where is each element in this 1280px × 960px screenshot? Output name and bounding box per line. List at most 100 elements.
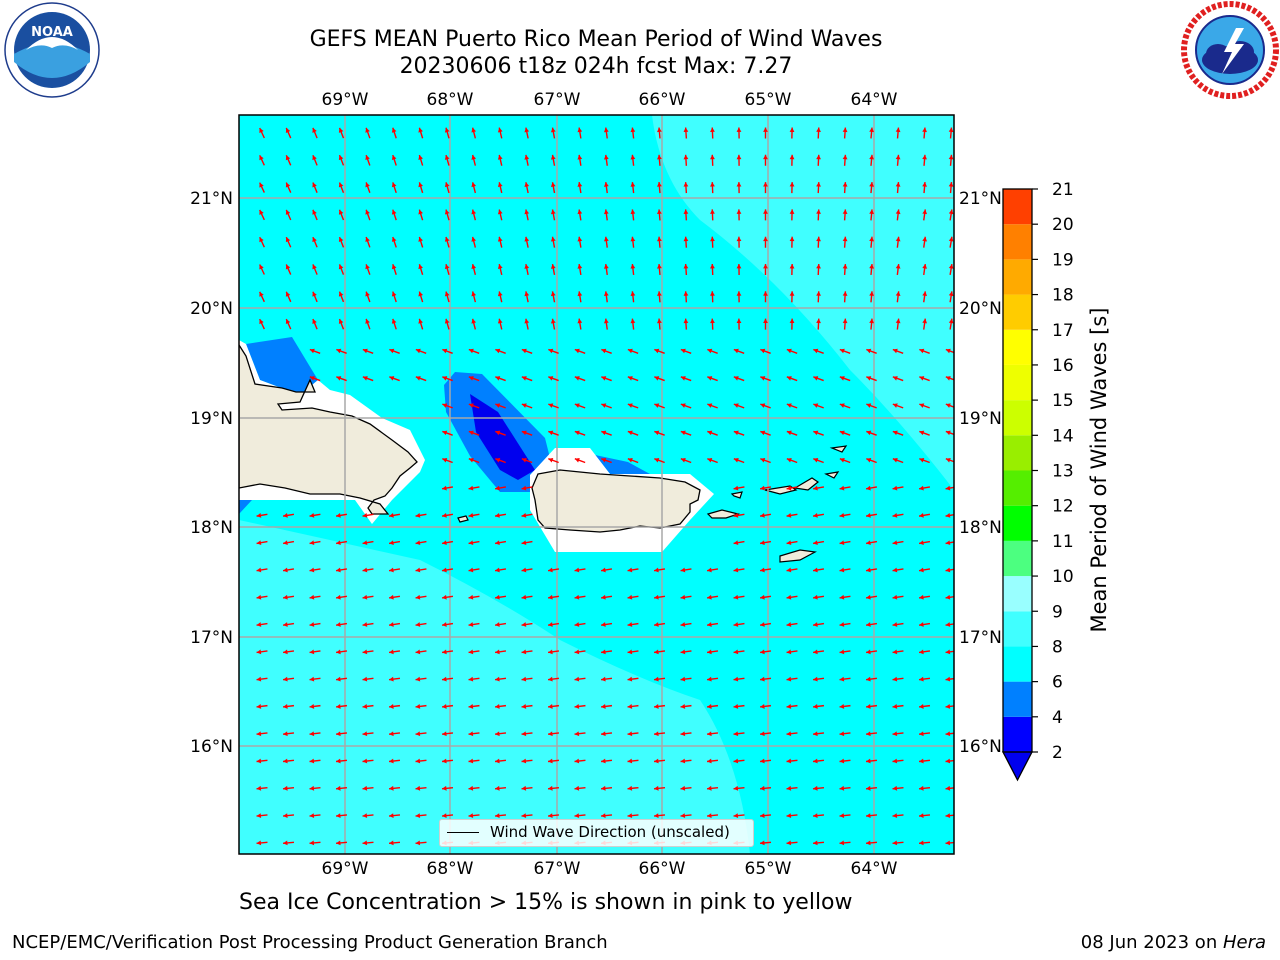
direction-arrow xyxy=(813,348,824,354)
direction-arrow xyxy=(471,209,477,221)
direction-arrow xyxy=(733,513,745,518)
direction-arrow xyxy=(468,731,480,737)
direction-arrow xyxy=(521,348,533,354)
direction-arrow xyxy=(335,513,348,518)
direction-arrow xyxy=(574,594,586,600)
direction-arrow xyxy=(842,318,848,330)
ocean-period-6-8-sw xyxy=(239,520,750,854)
colorbar-segment xyxy=(1003,189,1032,225)
direction-arrow xyxy=(256,813,268,818)
direction-arrow xyxy=(285,236,292,248)
direction-arrow xyxy=(865,704,878,709)
direction-arrow xyxy=(256,594,268,600)
direction-arrow xyxy=(945,513,954,518)
direction-arrow xyxy=(256,758,268,764)
direction-arrow xyxy=(839,457,851,464)
direction-arrow xyxy=(892,758,904,764)
direction-arrow xyxy=(388,785,401,791)
direction-arrow xyxy=(415,785,427,791)
direction-arrow xyxy=(922,154,927,166)
direction-arrow xyxy=(653,622,666,627)
direction-arrow xyxy=(441,594,454,600)
direction-arrow xyxy=(362,348,374,354)
direction-arrow xyxy=(418,209,424,221)
direction-arrow xyxy=(816,209,821,221)
direction-arrow xyxy=(309,813,321,818)
direction-arrow xyxy=(521,758,533,764)
direction-arrow xyxy=(415,540,427,546)
direction-arrow xyxy=(812,540,825,546)
direction-arrow xyxy=(733,376,745,382)
direction-arrow xyxy=(657,318,662,330)
direction-arrow xyxy=(494,649,507,655)
direction-arrow xyxy=(842,154,848,166)
direction-arrow xyxy=(497,236,503,248)
direction-arrow xyxy=(786,457,798,464)
direction-arrow xyxy=(497,318,503,330)
direction-arrow xyxy=(362,813,374,818)
direction-arrow xyxy=(312,291,318,303)
direction-arrow xyxy=(524,127,530,139)
direction-arrow xyxy=(865,594,878,600)
direction-arrow xyxy=(892,430,904,436)
direction-arrow xyxy=(335,731,348,737)
direction-arrow xyxy=(494,704,507,709)
direction-arrow xyxy=(495,376,506,382)
direction-arrow xyxy=(524,318,530,330)
direction-arrow xyxy=(415,649,427,655)
direction-arrow xyxy=(338,182,345,193)
direction-arrow xyxy=(865,813,878,818)
direction-arrow xyxy=(259,209,265,221)
direction-arrow xyxy=(550,236,556,248)
colorbar-segment xyxy=(1003,646,1032,682)
direction-arrow xyxy=(468,813,480,818)
direction-arrow xyxy=(603,209,609,221)
direction-arrow xyxy=(816,263,821,276)
direction-arrow xyxy=(415,676,427,682)
direction-arrow xyxy=(336,348,347,354)
direction-arrow xyxy=(654,348,665,354)
direction-arrow xyxy=(839,704,851,709)
footer-date: 08 Jun 2023 on Hera xyxy=(1081,932,1266,953)
direction-arrow xyxy=(627,430,639,436)
land-mona-island xyxy=(457,515,469,523)
direction-arrow xyxy=(839,594,851,600)
direction-arrow xyxy=(495,457,506,464)
direction-arrow xyxy=(627,376,639,382)
direction-arrow xyxy=(945,457,954,463)
direction-arrow xyxy=(654,403,665,409)
direction-arrow xyxy=(309,540,321,546)
direction-arrow xyxy=(895,209,901,221)
direction-arrow xyxy=(786,758,798,764)
direction-arrow xyxy=(945,622,954,627)
direction-arrow xyxy=(550,127,556,139)
land-virgin-gorda xyxy=(824,471,840,479)
direction-arrow xyxy=(259,155,265,166)
direction-arrow xyxy=(763,209,768,221)
direction-arrow xyxy=(865,540,878,546)
land-hispaniola xyxy=(239,343,418,515)
direction-arrow xyxy=(524,182,530,194)
direction-arrow xyxy=(285,318,292,330)
direction-arrow xyxy=(839,513,851,518)
direction-arrow xyxy=(282,704,295,709)
direction-arrow xyxy=(733,785,745,791)
direction-arrow xyxy=(521,430,533,436)
direction-arrow xyxy=(362,676,374,682)
direction-arrow xyxy=(736,127,742,139)
direction-arrow xyxy=(733,649,745,655)
direction-arrow xyxy=(574,758,586,764)
direction-arrow xyxy=(444,236,450,248)
colorbar-tick-label: 17 xyxy=(1052,321,1074,341)
direction-arrow xyxy=(653,567,666,573)
direction-arrow xyxy=(706,594,719,600)
direction-arrow xyxy=(654,457,665,464)
direction-arrow xyxy=(603,291,609,303)
direction-arrow xyxy=(919,403,930,409)
longitude-labels-bottom: 69°W 68°W 67°W 66°W 65°W 64°W xyxy=(322,859,898,879)
direction-arrow xyxy=(577,182,583,194)
direction-arrow xyxy=(388,731,401,737)
direction-arrow xyxy=(524,263,530,276)
direction-arrow xyxy=(256,649,268,655)
direction-arrow xyxy=(866,403,877,409)
